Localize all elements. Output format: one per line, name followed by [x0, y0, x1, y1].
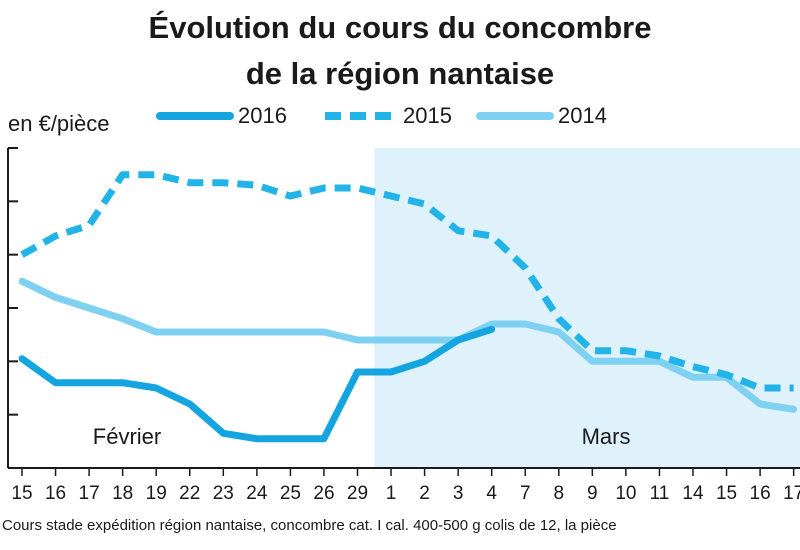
- x-tick-label: 26: [313, 483, 334, 504]
- x-tick-label: 17: [79, 483, 100, 504]
- month-labels: Février Mars: [93, 424, 631, 449]
- series-lines: [18, 171, 798, 443]
- y-axis-unit-label: en €/pièce: [8, 111, 110, 136]
- x-tick-label: 11: [650, 483, 670, 504]
- x-tick-label: 14: [682, 483, 704, 504]
- month-label-1: Mars: [582, 424, 631, 449]
- x-tick-label: 22: [179, 483, 200, 504]
- legend-label-2014: 2014: [558, 103, 607, 128]
- x-tick-label: 15: [11, 483, 32, 504]
- x-tick-label: 23: [213, 483, 234, 504]
- chart-title-line1: Évolution du cours du concombre: [149, 10, 652, 45]
- x-tick-label: 9: [587, 483, 598, 504]
- x-tick-label: 8: [554, 483, 565, 504]
- x-tick-label: 16: [45, 483, 66, 504]
- series-line-2015: [20, 171, 794, 392]
- series-line-2014: [18, 277, 798, 413]
- plot-background: [8, 148, 800, 468]
- month-label-0: Février: [93, 424, 161, 449]
- chart-title-line2: de la région nantaise: [246, 56, 554, 91]
- x-tick-label: 25: [280, 483, 301, 504]
- x-tick-label: 29: [347, 483, 368, 504]
- source-footnote: Cours stade expédition région nantaise, …: [2, 517, 617, 534]
- legend-label-2015: 2015: [403, 103, 452, 128]
- legend-label-2016: 2016: [238, 103, 287, 128]
- x-tick-label: 2: [419, 483, 430, 504]
- x-tick-label: 15: [716, 483, 737, 504]
- x-tick-label: 4: [486, 483, 497, 504]
- background-band-0: [8, 148, 375, 468]
- x-tick-label: 19: [146, 483, 167, 504]
- series-line-2016: [18, 325, 496, 443]
- x-tick-label: 24: [246, 483, 268, 504]
- chart-legend: 2016 2015 2014: [156, 103, 607, 128]
- x-tick-label: 16: [750, 483, 771, 504]
- x-tick-label: 3: [453, 483, 464, 504]
- x-tick-label: 1: [386, 483, 397, 504]
- x-tick-label: 10: [615, 483, 636, 504]
- x-axis: 15 16 17 18 19 22 23 24 25 26 29 1 2 3 4 7 8 9 10 11 14 15 16 1…: [8, 467, 800, 504]
- x-tick-label: 7: [520, 483, 531, 504]
- background-band-1: [374, 148, 800, 468]
- x-tick-label: 18: [112, 483, 133, 504]
- x-tick-label: 17: [783, 483, 800, 504]
